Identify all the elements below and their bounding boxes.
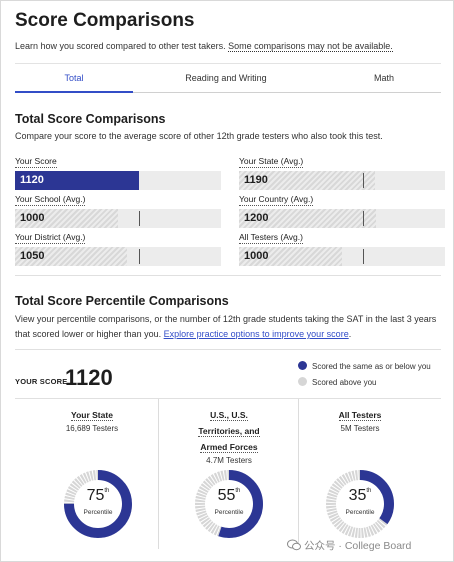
bar-your-state: Your State (Avg.) 1190 <box>239 151 445 190</box>
your-score-value: 1120 <box>65 365 113 390</box>
percentile-donut-state: 75th Percentile <box>63 469 133 539</box>
your-score-marker <box>363 211 364 226</box>
bar-label[interactable]: Your State (Avg.) <box>239 156 304 168</box>
bar-label[interactable]: All Testers (Avg.) <box>239 232 303 244</box>
section-divider <box>15 349 441 350</box>
intro-sentence: Learn how you scored compared to other t… <box>15 41 226 51</box>
bar-your-school: Your School (Avg.) 1000 <box>15 189 221 228</box>
percentile-description: View your percentile comparisons, or the… <box>15 312 445 342</box>
percentile-suffix: th <box>366 488 372 494</box>
percentile-number: 75 <box>86 487 105 504</box>
intro-text: Learn how you scored compared to other t… <box>15 41 393 52</box>
bar-value: 1200 <box>244 212 269 224</box>
card-testers: 4.7M Testers <box>206 456 252 465</box>
total-score-description: Compare your score to the average score … <box>15 131 383 141</box>
percentile-caption: Percentile <box>345 509 375 516</box>
percentile-number: 55 <box>217 487 236 504</box>
bar-fill <box>239 171 375 190</box>
wechat-icon <box>287 539 301 551</box>
bar-track: 1050 <box>15 247 221 266</box>
page-title: Score Comparisons <box>15 10 195 31</box>
donut-fill <box>195 470 263 538</box>
donut-chart <box>326 470 394 538</box>
bar-track: 1000 <box>15 209 221 228</box>
availability-note[interactable]: Some comparisons may not be available. <box>228 41 393 52</box>
percentile-description-text: View your percentile comparisons, or the… <box>15 314 437 339</box>
total-score-comparisons-heading: Total Score Comparisons <box>15 112 166 126</box>
percentile-suffix: th <box>235 488 241 494</box>
percentile-caption: Percentile <box>83 509 113 516</box>
legend-item-above: Scored above you <box>298 377 377 387</box>
legend-item-same-or-below: Scored the same as or below you <box>298 361 431 371</box>
tab-math[interactable]: Math <box>373 73 394 83</box>
percentile-suffix: th <box>104 488 110 494</box>
your-score-label: YOUR SCORE <box>15 377 68 386</box>
practice-options-link[interactable]: Explore practice options to improve your… <box>163 329 349 339</box>
bar-track: 1120 <box>15 171 221 190</box>
donut-fill <box>64 470 132 538</box>
legend-swatch-blue <box>298 361 307 370</box>
bar-label[interactable]: Your Score <box>15 156 57 168</box>
bar-label[interactable]: Your Country (Avg.) <box>239 194 314 206</box>
bar-your-country: Your Country (Avg.) 1200 <box>239 189 445 228</box>
your-score-marker <box>363 249 364 264</box>
legend-label: Scored above you <box>312 378 377 387</box>
percentile-caption: Percentile <box>214 509 244 516</box>
column-divider <box>298 399 299 549</box>
percentile-card-state: Your State 16,689 Testers <box>27 399 157 549</box>
bar-fill <box>239 209 377 228</box>
card-title-line-1[interactable]: U.S., U.S. <box>210 410 248 421</box>
legend-label: Scored the same as or below you <box>312 362 431 371</box>
percentile-card-us: U.S., U.S. Territories, and Armed Forces… <box>164 399 294 549</box>
percentile-comparisons-heading: Total Score Percentile Comparisons <box>15 294 229 308</box>
bar-value: 1120 <box>20 174 44 186</box>
bar-fill <box>15 209 118 228</box>
card-title[interactable]: Your State <box>71 410 113 421</box>
bar-value: 1050 <box>20 250 45 262</box>
legend-swatch-gray <box>298 377 307 386</box>
subject-tabs: Total Reading and Writing Math <box>15 63 441 93</box>
bar-track: 1190 <box>239 171 445 190</box>
donut-chart <box>195 470 263 538</box>
section-divider <box>15 275 441 276</box>
watermark-text: 公众号 · College Board <box>304 540 412 552</box>
card-testers: 5M Testers <box>340 424 380 433</box>
your-score-marker <box>363 173 364 188</box>
card-title-line-2[interactable]: Territories, and <box>198 426 260 437</box>
your-score-marker <box>139 249 140 264</box>
percentile-card-all: All Testers 5M Testers <box>295 399 425 549</box>
percentile-donut-all: 35th Percentile <box>325 469 395 539</box>
watermark: 公众号 · College Board <box>287 538 411 553</box>
tab-reading-writing[interactable]: Reading and Writing <box>185 73 267 83</box>
section-divider <box>15 398 441 399</box>
card-title-line-3[interactable]: Armed Forces <box>200 442 258 453</box>
bar-all-testers: All Testers (Avg.) 1000 <box>239 227 445 266</box>
card-testers: 16,689 Testers <box>65 424 119 433</box>
column-divider <box>158 399 159 549</box>
bar-your-district: Your District (Avg.) 1050 <box>15 227 221 266</box>
bar-fill <box>15 171 139 190</box>
bar-value: 1000 <box>244 250 269 262</box>
bar-value: 1190 <box>244 174 268 186</box>
bar-fill <box>15 247 127 266</box>
tab-total[interactable]: Total <box>15 64 133 93</box>
percentile-number: 35 <box>348 487 367 504</box>
bar-fill <box>239 247 342 266</box>
bar-your-score: Your Score 1120 <box>15 151 221 190</box>
percentile-donut-us: 55th Percentile <box>194 469 264 539</box>
bar-value: 1000 <box>20 212 45 224</box>
donut-chart <box>64 470 132 538</box>
description-period: . <box>348 329 352 339</box>
bar-label[interactable]: Your District (Avg.) <box>15 232 86 244</box>
donut-fill <box>326 470 394 538</box>
bar-track: 1000 <box>239 247 445 266</box>
card-title[interactable]: All Testers <box>338 410 382 421</box>
bar-label[interactable]: Your School (Avg.) <box>15 194 86 206</box>
bar-track: 1200 <box>239 209 445 228</box>
your-score-marker <box>139 211 140 226</box>
